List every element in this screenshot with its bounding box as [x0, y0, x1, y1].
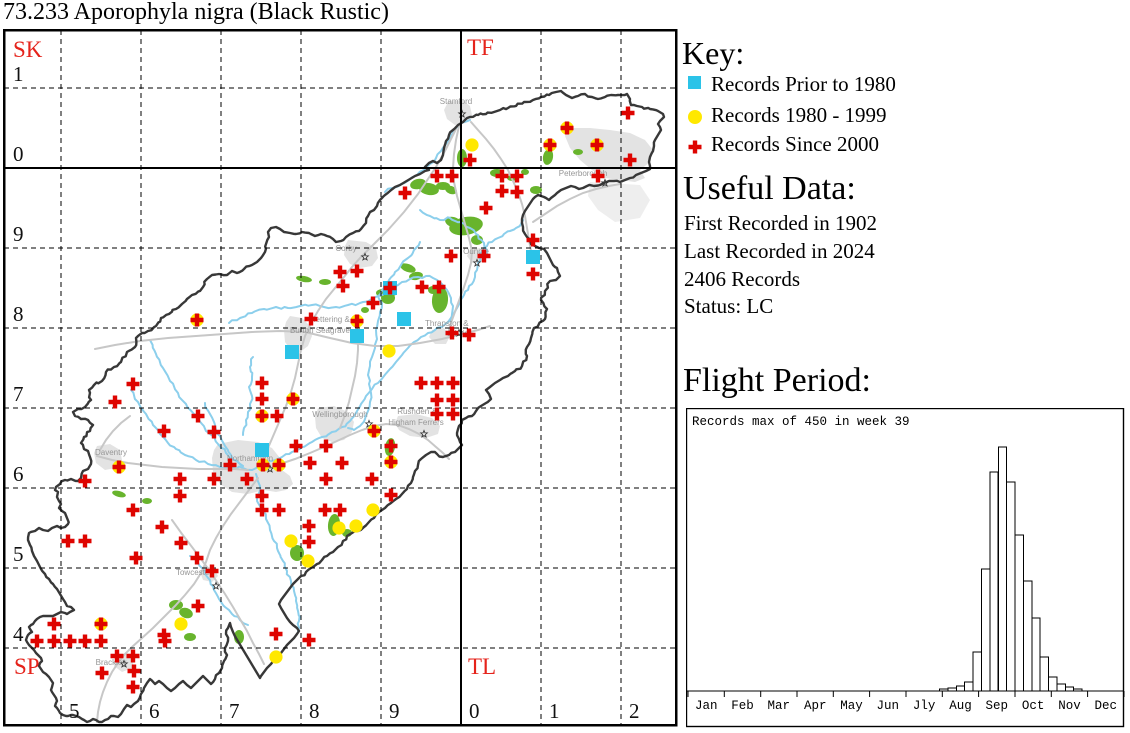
svg-text:Feb: Feb — [731, 699, 754, 713]
svg-text:SK: SK — [13, 37, 43, 62]
svg-text:7: 7 — [13, 382, 24, 406]
svg-text:Mar: Mar — [768, 699, 791, 713]
svg-text:8: 8 — [13, 302, 24, 326]
svg-text:8: 8 — [309, 699, 320, 723]
svg-text:1: 1 — [549, 699, 560, 723]
svg-text:0: 0 — [469, 699, 480, 723]
svg-text:Aug: Aug — [949, 699, 972, 713]
svg-text:Wellingborough: Wellingborough — [312, 410, 367, 419]
svg-text:Jly: Jly — [913, 699, 936, 713]
svg-text:6: 6 — [149, 699, 160, 723]
svg-text:7: 7 — [229, 699, 240, 723]
svg-text:0: 0 — [13, 142, 24, 166]
svg-text:Sep: Sep — [986, 699, 1009, 713]
svg-text:9: 9 — [389, 699, 400, 723]
svg-text:2: 2 — [629, 699, 640, 723]
svg-text:May: May — [840, 699, 863, 713]
svg-text:Brackley: Brackley — [96, 658, 127, 667]
svg-text:9: 9 — [13, 222, 24, 246]
svg-text:Rushden &: Rushden & — [397, 407, 437, 416]
svg-text:Oct: Oct — [1022, 699, 1045, 713]
svg-text:Stamford: Stamford — [440, 97, 472, 106]
svg-text:Daventry: Daventry — [95, 448, 127, 457]
svg-text:SP: SP — [14, 654, 40, 679]
svg-text:Records max of 450 in week 39: Records max of 450 in week 39 — [692, 415, 910, 429]
svg-text:Higham Ferrers: Higham Ferrers — [388, 418, 444, 427]
svg-text:Northampton: Northampton — [227, 454, 273, 463]
svg-text:Towcester: Towcester — [176, 568, 212, 577]
svg-text:Burton Seagrave: Burton Seagrave — [290, 326, 351, 335]
svg-text:Jun: Jun — [877, 699, 900, 713]
svg-text:1: 1 — [13, 62, 24, 86]
svg-text:Dec: Dec — [1095, 699, 1118, 713]
svg-text:Peterborough: Peterborough — [559, 169, 607, 178]
svg-text:Thrapston &: Thrapston & — [425, 319, 469, 328]
svg-text:TL: TL — [468, 654, 496, 679]
svg-text:6: 6 — [13, 462, 24, 486]
svg-text:Oundle: Oundle — [463, 247, 489, 256]
svg-text:Jan: Jan — [695, 699, 718, 713]
svg-text:TF: TF — [467, 35, 494, 60]
svg-text:4: 4 — [13, 622, 24, 646]
svg-text:5: 5 — [69, 699, 80, 723]
svg-text:Kettering &: Kettering & — [310, 315, 350, 324]
svg-text:Apr: Apr — [804, 699, 827, 713]
svg-text:5: 5 — [13, 542, 24, 566]
svg-text:Nov: Nov — [1058, 699, 1081, 713]
